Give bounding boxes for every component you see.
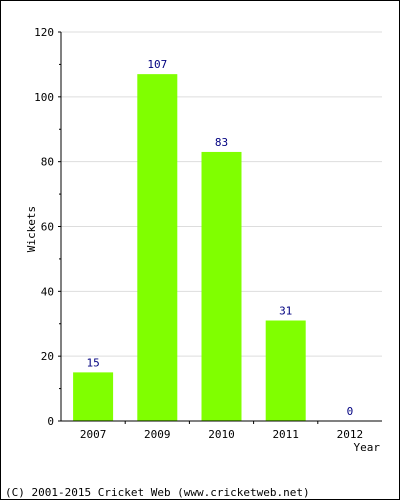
bar-2009 bbox=[137, 74, 178, 422]
y-tick-label: 80 bbox=[41, 156, 54, 169]
y-tick-label: 60 bbox=[41, 221, 54, 234]
bar-2011 bbox=[265, 320, 306, 421]
axes bbox=[58, 31, 382, 424]
copyright-footer: (C) 2001-2015 Cricket Web (www.cricketwe… bbox=[5, 486, 310, 499]
x-axis-title: Year bbox=[354, 441, 381, 454]
y-tick-label: 120 bbox=[34, 26, 54, 39]
data-labels: 15 107 83 31 0 bbox=[86, 58, 353, 418]
y-axis-title: Wickets bbox=[25, 206, 38, 252]
x-tick-labels: 2007 2009 2010 2011 2012 bbox=[80, 428, 363, 441]
bar-2010 bbox=[201, 151, 242, 422]
x-tick-label: 2012 bbox=[337, 428, 364, 441]
data-label-2011: 31 bbox=[279, 305, 292, 318]
y-tick-labels: 0 20 40 60 80 100 120 bbox=[34, 26, 54, 428]
x-tick-label: 2011 bbox=[272, 428, 299, 441]
y-tick-label: 20 bbox=[41, 350, 54, 363]
y-tick-label: 100 bbox=[34, 91, 54, 104]
y-tick-label: 40 bbox=[41, 285, 54, 298]
bars bbox=[73, 74, 306, 422]
bar-2007 bbox=[73, 372, 114, 421]
data-label-2010: 83 bbox=[215, 136, 228, 149]
y-tick-label: 0 bbox=[47, 415, 54, 428]
x-tick-label: 2010 bbox=[208, 428, 235, 441]
data-label-2007: 15 bbox=[86, 356, 99, 369]
x-tick-label: 2007 bbox=[80, 428, 107, 441]
data-label-2009: 107 bbox=[147, 58, 167, 71]
data-label-2012: 0 bbox=[347, 405, 354, 418]
x-tick-label: 2009 bbox=[144, 428, 171, 441]
